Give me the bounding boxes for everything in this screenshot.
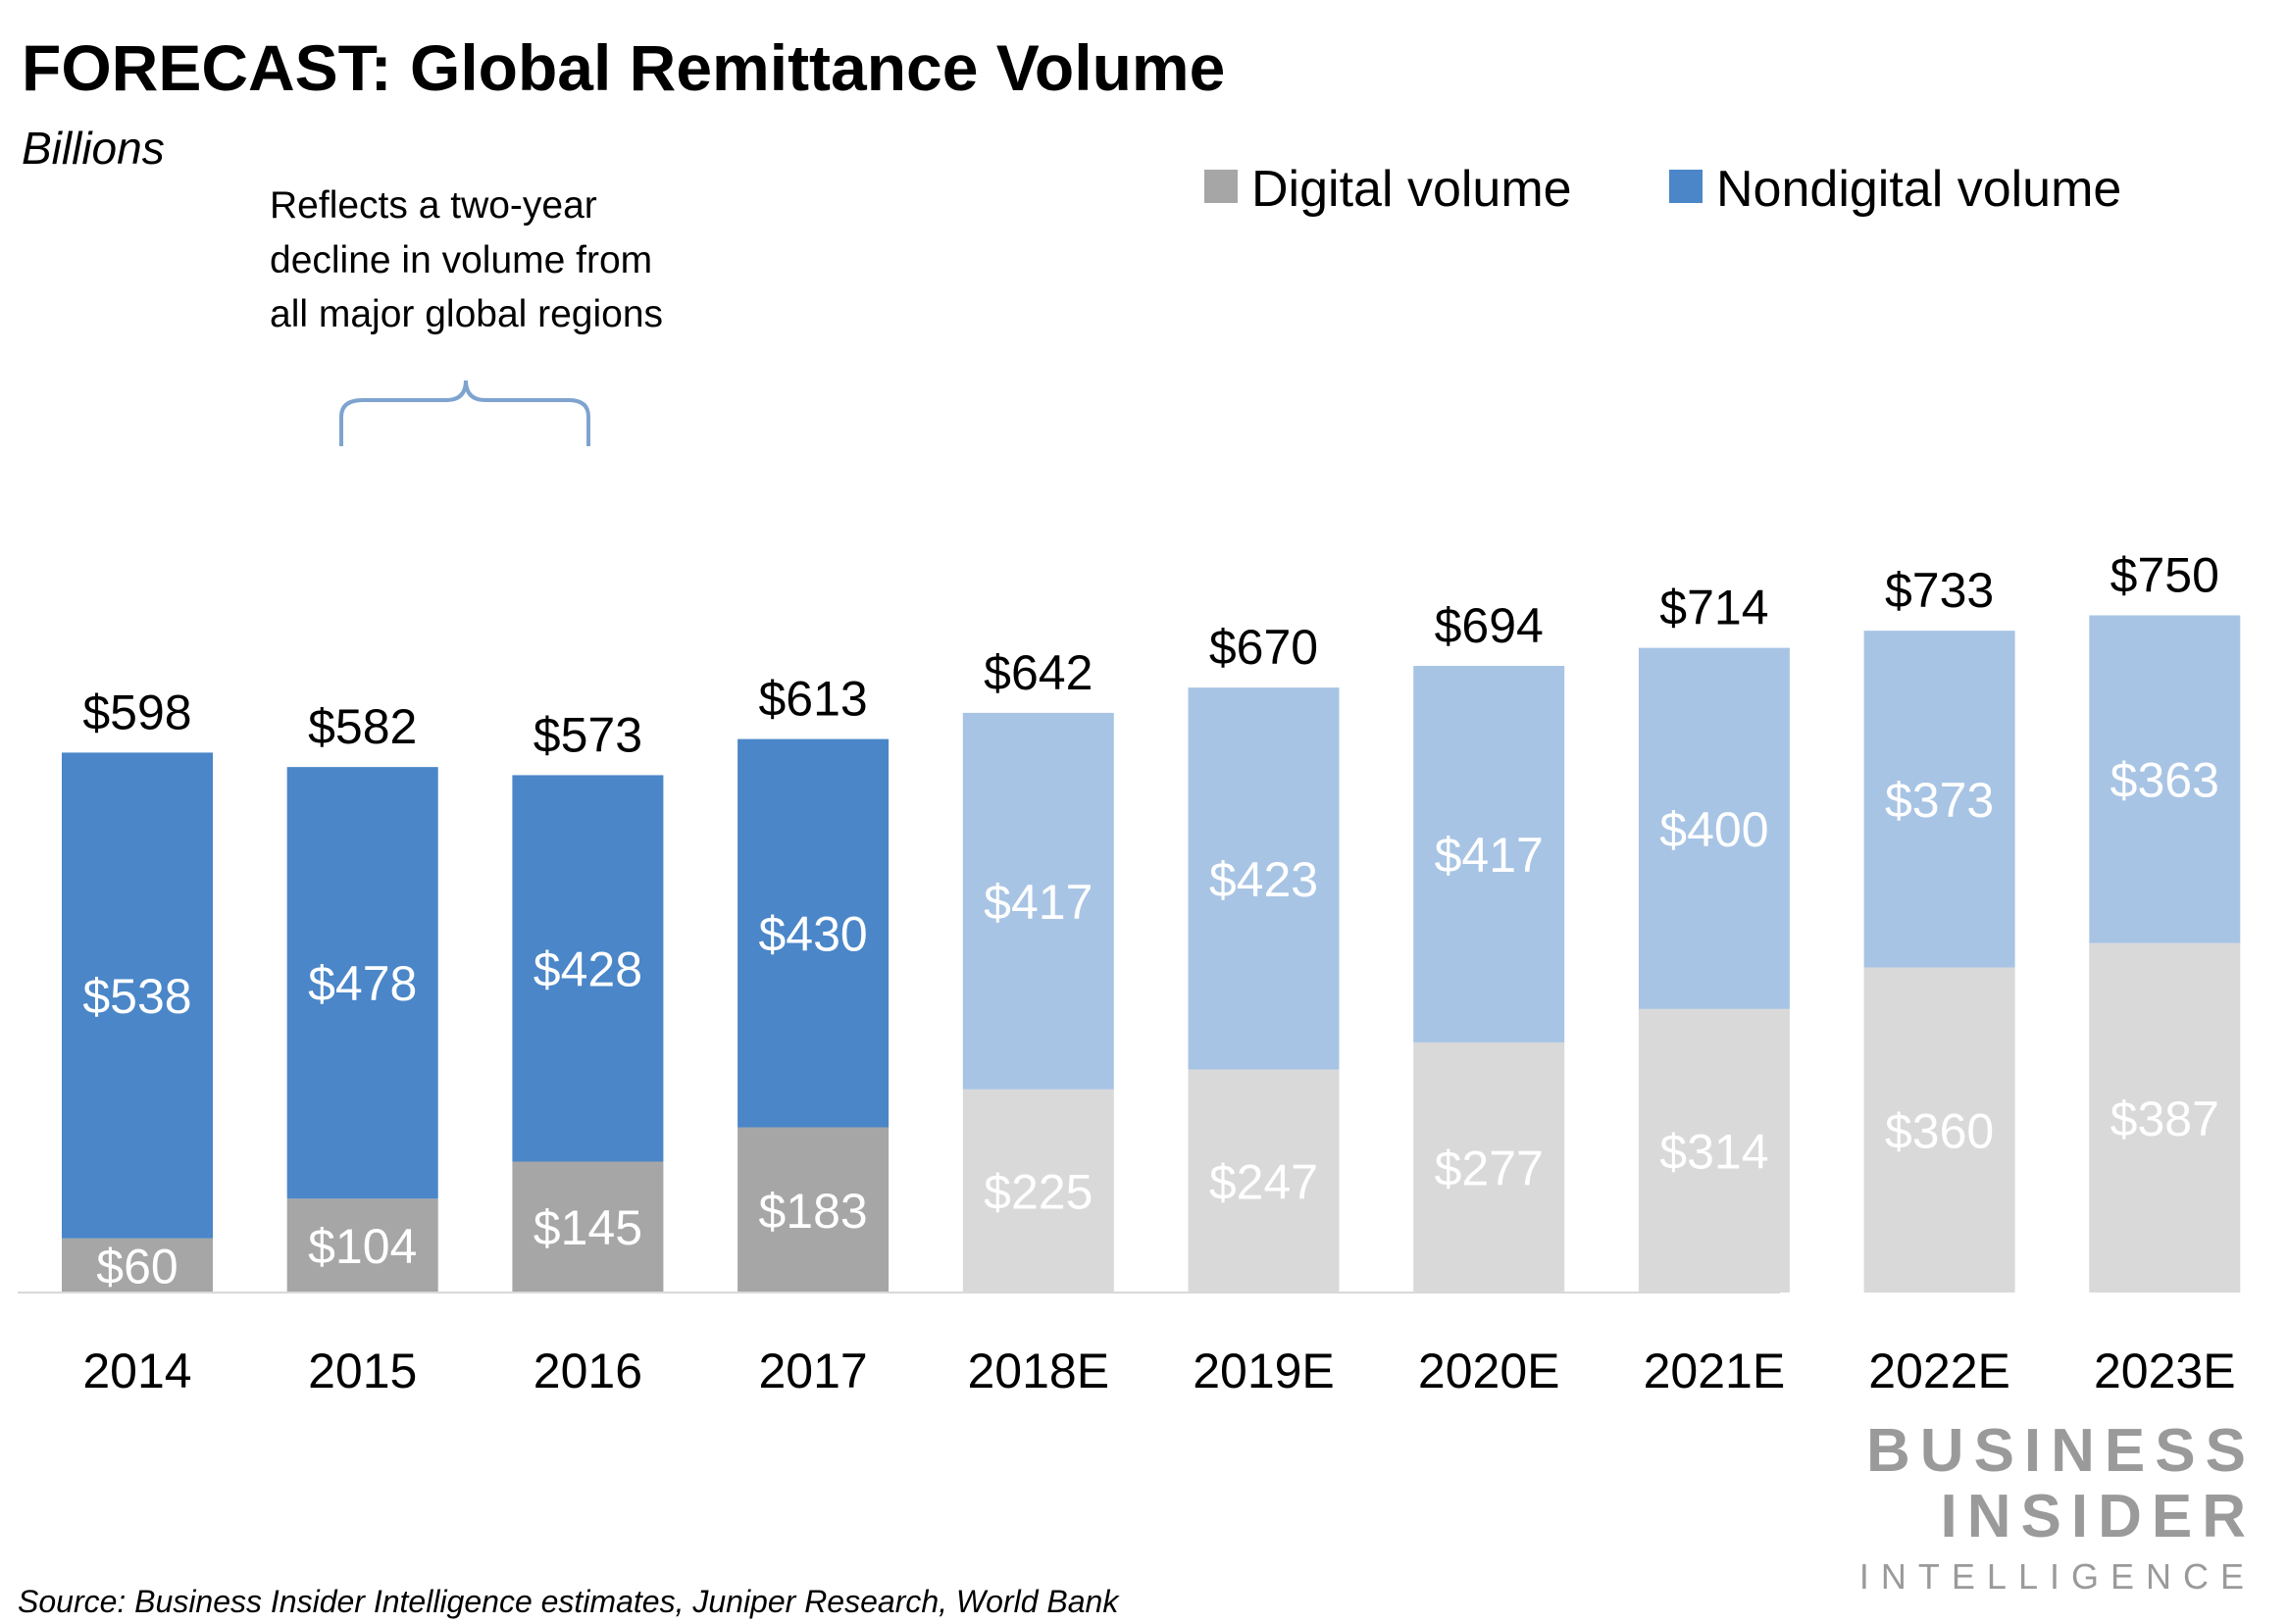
logo-intelligence: INTELLIGENCE	[1859, 1556, 2256, 1597]
x-tick-2015: 2015	[308, 1344, 417, 1398]
total-label-2020E: $694	[1435, 598, 1544, 653]
bar-nondigital-2015	[286, 767, 438, 1199]
x-tick-2019E: 2019E	[1193, 1344, 1335, 1398]
bar-digital-2017	[737, 1127, 890, 1293]
bar-digital-2015	[286, 1198, 438, 1293]
data-label-digital-2017: $183	[758, 1184, 867, 1239]
bar-nondigital-2018E	[962, 712, 1114, 1090]
x-tick-2014: 2014	[82, 1344, 191, 1398]
x-tick-2016: 2016	[534, 1344, 642, 1398]
bar-digital-2020E	[1413, 1041, 1565, 1293]
data-label-digital-2019E: $247	[1209, 1154, 1318, 1209]
x-tick-2021E: 2021E	[1644, 1344, 1786, 1398]
data-label-nondigital-2016: $428	[534, 941, 642, 996]
data-label-digital-2021E: $314	[1659, 1124, 1768, 1179]
data-label-digital-2020E: $277	[1435, 1141, 1544, 1195]
legend-swatch-digital	[1204, 170, 1238, 203]
total-label-2021E: $714	[1659, 581, 1768, 635]
data-label-nondigital-2022E: $373	[1885, 773, 1994, 828]
total-label-2018E: $642	[984, 645, 1093, 700]
bar-nondigital-2019E	[1188, 687, 1340, 1070]
data-label-digital-2022E: $360	[1885, 1103, 1994, 1158]
data-label-nondigital-2018E: $417	[984, 875, 1093, 930]
chart-title: FORECAST: Global Remittance Volume	[22, 31, 1225, 104]
total-label-2014: $598	[82, 685, 191, 739]
data-label-digital-2018E: $225	[984, 1164, 1093, 1219]
brand-logo: BUSINESS INSIDER INTELLIGENCE	[1859, 1417, 2256, 1597]
bars: $60 $538 $598 2014 $104 $478 $582 2015 $145 $428 $…	[62, 547, 2241, 1398]
bar-digital-2022E	[1863, 967, 2015, 1293]
legend: Digital volume Nondigital volume	[1204, 161, 2121, 218]
bar-nondigital-2020E	[1413, 666, 1565, 1042]
bar-nondigital-2017	[737, 738, 890, 1128]
annotation-line-3: all major global regions	[270, 293, 663, 335]
total-label-2015: $582	[308, 699, 417, 754]
bar-digital-2023E	[2089, 942, 2241, 1293]
x-tick-2022E: 2022E	[1868, 1344, 2010, 1398]
data-label-nondigital-2021E: $400	[1659, 802, 1768, 857]
bar-nondigital-2016	[512, 775, 664, 1162]
data-label-nondigital-2015: $478	[308, 956, 417, 1011]
total-label-2023E: $750	[2110, 547, 2219, 602]
total-label-2022E: $733	[1885, 563, 1994, 618]
data-label-nondigital-2020E: $417	[1435, 828, 1544, 883]
bar-digital-2018E	[962, 1089, 1114, 1293]
data-label-digital-2023E: $387	[2110, 1091, 2219, 1146]
legend-swatch-nondigital	[1669, 170, 1703, 203]
annotation: Reflects a two-year decline in volume fr…	[270, 184, 663, 446]
total-label-2019E: $670	[1209, 620, 1318, 675]
bar-nondigital-2021E	[1638, 647, 1790, 1009]
logo-business: BUSINESS	[1866, 1417, 2256, 1485]
bar-digital-2016	[512, 1161, 664, 1293]
annotation-bracket	[339, 380, 590, 446]
total-label-2016: $573	[534, 707, 642, 762]
data-label-nondigital-2014: $538	[82, 969, 191, 1024]
x-tick-2023E: 2023E	[2094, 1344, 2236, 1398]
data-label-nondigital-2023E: $363	[2110, 753, 2219, 808]
x-tick-2018E: 2018E	[968, 1344, 1110, 1398]
data-label-nondigital-2019E: $423	[1209, 852, 1318, 907]
annotation-line-1: Reflects a two-year	[270, 184, 597, 227]
bar-nondigital-2023E	[2089, 615, 2241, 943]
legend-label-nondigital: Nondigital volume	[1716, 161, 2121, 218]
bar-digital-2021E	[1638, 1008, 1790, 1293]
data-label-digital-2014: $60	[96, 1239, 178, 1294]
x-tick-2020E: 2020E	[1418, 1344, 1560, 1398]
annotation-line-2: decline in volume from	[270, 239, 652, 281]
legend-label-digital: Digital volume	[1251, 161, 1572, 218]
total-label-2017: $613	[758, 672, 867, 727]
bar-digital-2014	[62, 1238, 213, 1293]
data-label-digital-2015: $104	[308, 1219, 417, 1274]
source-note: Source: Business Insider Intelligence es…	[18, 1584, 1120, 1619]
x-tick-2017: 2017	[758, 1344, 867, 1398]
logo-insider: INSIDER	[1941, 1483, 2256, 1550]
bar-digital-2019E	[1188, 1069, 1340, 1293]
data-label-nondigital-2017: $430	[758, 907, 867, 962]
chart-subtitle: Billions	[22, 123, 165, 174]
bar-nondigital-2014	[62, 752, 213, 1239]
data-label-digital-2016: $145	[534, 1200, 642, 1255]
bar-nondigital-2022E	[1863, 631, 2015, 968]
